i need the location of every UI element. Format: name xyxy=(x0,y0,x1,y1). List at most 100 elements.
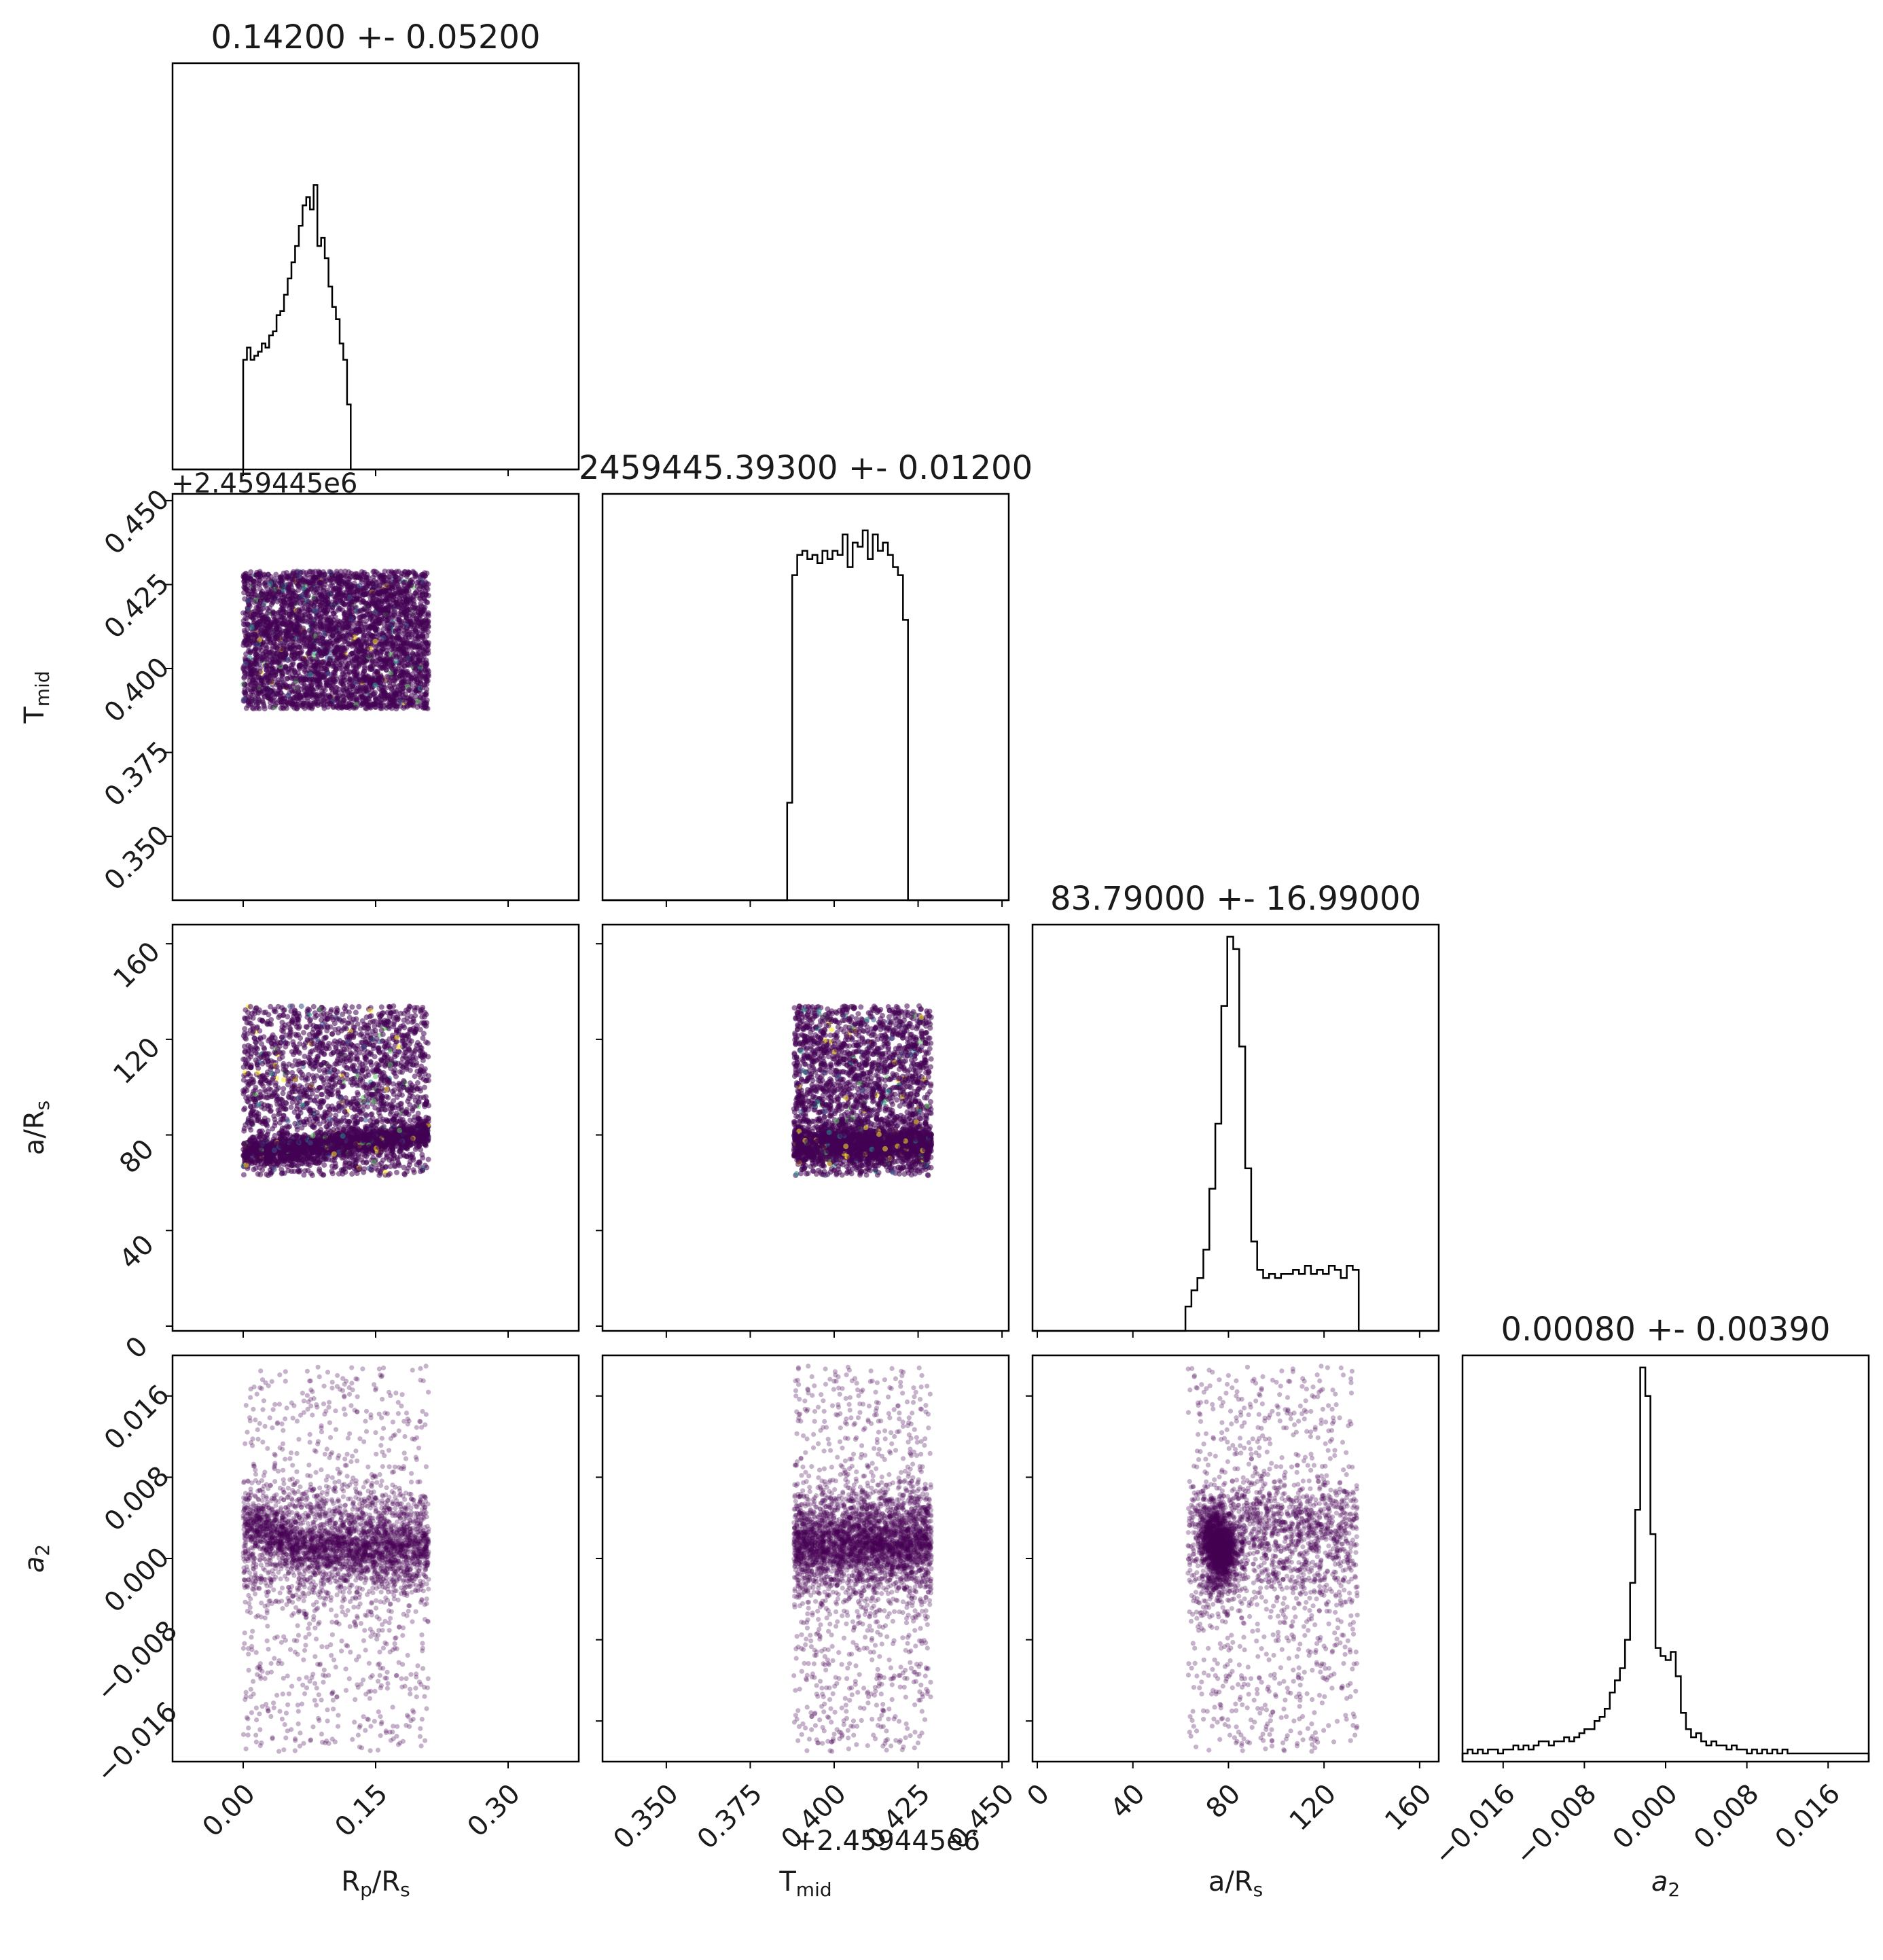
scatter-point xyxy=(363,685,369,691)
scatter-point xyxy=(272,643,279,649)
scatter-point xyxy=(384,685,389,691)
scatter-point xyxy=(265,571,271,577)
scatter-point xyxy=(321,1162,327,1168)
scatter-point xyxy=(353,664,359,670)
scatter-point xyxy=(285,581,291,587)
scatter-point xyxy=(250,590,256,596)
scatter-point xyxy=(251,599,257,605)
scatter-point xyxy=(376,702,382,709)
scatter-point xyxy=(266,635,272,641)
scatter-point xyxy=(309,621,315,626)
scatter-point xyxy=(403,633,409,639)
scatter-point xyxy=(417,596,423,602)
scatter-point xyxy=(425,706,431,712)
scatter-point xyxy=(399,640,405,646)
scatter-point xyxy=(316,647,322,654)
scatter-point xyxy=(372,639,378,645)
scatter-point xyxy=(408,634,414,640)
scatter-point xyxy=(346,594,353,601)
scatter-point xyxy=(279,582,285,588)
scatter-point xyxy=(348,677,355,683)
scatter-point xyxy=(389,662,395,668)
scatter-point xyxy=(382,574,388,580)
scatter-point xyxy=(412,628,418,634)
scatter-point xyxy=(361,658,367,664)
scatter-point xyxy=(372,682,378,688)
scatter-point xyxy=(332,652,338,657)
scatter-point xyxy=(312,675,318,681)
scatter-point xyxy=(321,649,326,655)
scatter-point xyxy=(302,656,308,662)
scatter-point xyxy=(398,678,404,684)
scatter-point xyxy=(312,662,319,668)
scatter-point xyxy=(328,615,334,620)
scatter-point xyxy=(294,628,300,635)
scatter-point xyxy=(392,629,398,635)
scatter-point xyxy=(342,638,348,644)
scatter-point xyxy=(298,570,304,575)
scatter-point xyxy=(413,694,419,700)
scatter-point xyxy=(264,592,270,598)
scatter-point xyxy=(406,569,412,575)
scatter-point xyxy=(275,691,281,697)
scatter-point xyxy=(317,692,323,698)
scatter-point xyxy=(342,580,348,586)
scatter-point xyxy=(355,1021,361,1027)
scatter-point xyxy=(394,704,400,710)
scatter-point xyxy=(245,597,251,603)
scatter-point xyxy=(285,1014,291,1020)
scatter-point xyxy=(384,1086,389,1092)
scatter-point xyxy=(412,675,418,681)
scatter-point xyxy=(404,601,410,607)
scatter-point xyxy=(342,612,348,618)
scatter-point xyxy=(286,575,292,582)
scatter-point xyxy=(375,675,381,681)
scatter-point xyxy=(336,580,342,586)
scatter-point xyxy=(423,592,429,598)
scatter-point xyxy=(270,600,276,606)
scatter-point xyxy=(410,614,416,620)
scatter-point xyxy=(302,683,308,689)
scatter-point xyxy=(371,691,377,697)
scatter-point xyxy=(309,599,315,605)
scatter-point xyxy=(303,664,309,670)
scatter-point xyxy=(255,690,262,696)
scatter-point xyxy=(346,702,353,709)
scatter-point xyxy=(245,674,251,680)
scatter-point xyxy=(344,695,350,701)
scatter-point xyxy=(243,574,249,580)
scatter-point xyxy=(370,595,376,601)
scatter-point xyxy=(256,581,262,587)
scatter-point xyxy=(412,636,418,642)
scatter-point xyxy=(360,693,366,699)
scatter-point xyxy=(274,618,280,624)
scatter-point xyxy=(342,569,348,574)
scatter-point xyxy=(287,626,293,632)
scatter-point xyxy=(337,575,343,581)
scatter-point xyxy=(310,1003,317,1010)
scatter-point xyxy=(345,690,351,696)
scatter-point xyxy=(278,705,284,711)
scatter-point xyxy=(292,669,298,675)
scatter-point xyxy=(245,607,251,613)
scatter-point xyxy=(342,621,348,627)
scatter-point xyxy=(279,621,285,627)
scatter-point xyxy=(404,643,410,649)
scatter-point xyxy=(295,622,302,628)
scatter-point xyxy=(300,579,306,585)
scatter-point xyxy=(397,656,404,662)
scatter-point xyxy=(386,588,392,594)
scatter-point xyxy=(412,610,418,616)
scatter-point xyxy=(353,689,359,695)
scatter-point xyxy=(353,1010,359,1016)
scatter-point xyxy=(331,602,337,608)
scatter-point xyxy=(285,1118,291,1124)
scatter-point xyxy=(368,679,374,685)
scatter-point xyxy=(379,588,385,594)
scatter-point xyxy=(290,632,296,638)
scatter-point xyxy=(327,683,332,689)
panel-frame-ars xyxy=(1031,923,1440,1332)
scatter-point xyxy=(407,1054,413,1061)
scatter-point xyxy=(357,582,363,588)
